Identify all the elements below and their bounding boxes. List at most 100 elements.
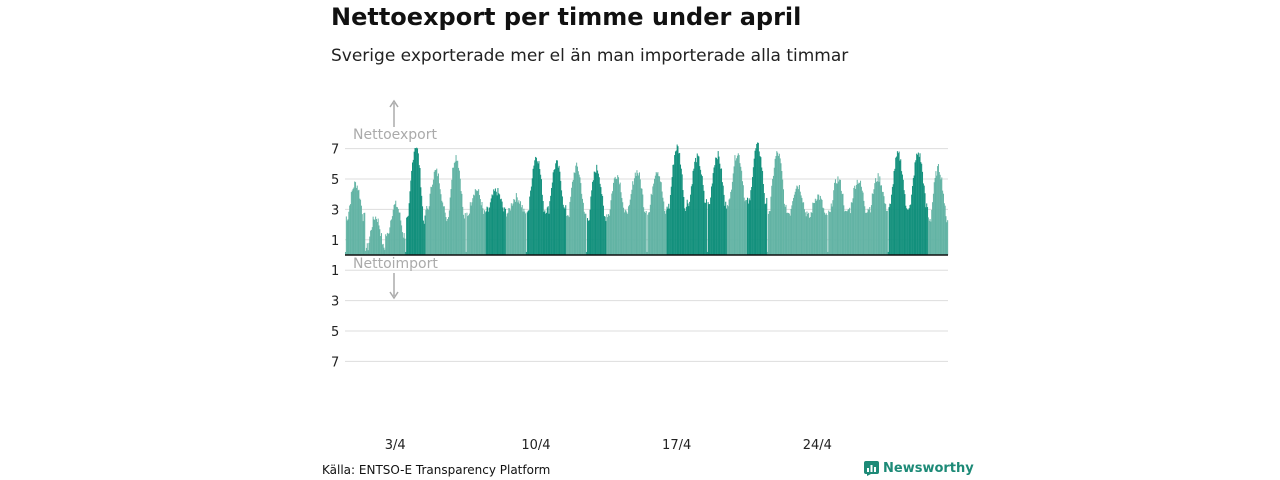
x-tick-label: 24/4 [803, 438, 832, 453]
hour-bar [383, 247, 385, 255]
hour-bar [588, 220, 590, 255]
hour-bar [938, 172, 940, 255]
hour-bar [635, 175, 637, 255]
hour-bar [706, 251, 708, 255]
hour-bar [491, 194, 493, 255]
hour-bar [732, 173, 734, 255]
hour-bar [819, 195, 821, 255]
y-tick-label: 3 [331, 203, 339, 218]
hour-bar [872, 193, 874, 255]
hour-bar [451, 179, 453, 255]
hour-bar [784, 206, 786, 255]
hour-bar [422, 220, 424, 255]
hour-bar [386, 236, 388, 255]
hour-bar [914, 162, 916, 255]
hour-bar [885, 204, 887, 255]
hour-bar [840, 190, 842, 255]
hour-bar [927, 217, 929, 255]
hour-bar [758, 151, 760, 255]
hour-bar [749, 200, 751, 255]
hour-bar [680, 168, 682, 255]
hour-bar [763, 193, 765, 255]
hour-bar [936, 175, 938, 255]
hour-bar [548, 213, 550, 255]
hour-bar [493, 189, 495, 255]
hour-bar [777, 152, 779, 255]
hour-bar [647, 214, 649, 255]
hour-bar [515, 201, 516, 255]
hour-bar [562, 204, 564, 255]
hour-bar [682, 190, 684, 255]
hour-bar [832, 200, 834, 255]
hour-bar [492, 195, 494, 255]
hour-bar [504, 208, 506, 255]
hour-bar [398, 212, 400, 255]
hour-bar [641, 188, 643, 255]
hour-bar [540, 174, 542, 255]
hour-bar [432, 184, 434, 255]
hour-bar [767, 251, 769, 255]
hour-bar [925, 207, 927, 255]
hour-bar [573, 172, 575, 255]
hour-bar [575, 165, 577, 255]
hour-bar [434, 170, 436, 255]
hour-bar [681, 174, 683, 255]
hour-bar [860, 180, 862, 255]
hour-bar [715, 157, 717, 255]
hour-bar [477, 190, 479, 255]
hour-bar [437, 176, 439, 255]
hour-bar [618, 177, 620, 255]
hour-bar [585, 213, 587, 255]
brand-logo[interactable]: Newsworthy [864, 461, 974, 476]
hour-bar [843, 205, 845, 255]
hour-bar [638, 175, 640, 255]
hour-bar [779, 158, 781, 255]
hour-bar [870, 205, 872, 255]
hour-bar [463, 214, 465, 255]
hour-bar [922, 183, 924, 255]
hour-bar [799, 191, 801, 255]
hour-bar [867, 208, 869, 255]
hour-bar [824, 214, 826, 255]
hour-bar [489, 202, 491, 255]
hour-bar [737, 153, 739, 255]
hour-bar [937, 166, 939, 255]
hour-bar [431, 187, 433, 255]
hour-bar [693, 168, 695, 255]
hour-bar [935, 171, 937, 255]
hour-bar [900, 159, 902, 255]
hour-bar [762, 184, 764, 255]
hour-bar [655, 172, 657, 255]
hour-bar [602, 196, 604, 255]
hour-bar [558, 165, 560, 255]
hour-bar [597, 170, 599, 255]
y-tick-label: 3 [331, 295, 339, 310]
hour-bar [860, 186, 862, 255]
hour-bar [823, 208, 825, 255]
hour-bar [407, 215, 409, 255]
hour-bar [637, 173, 639, 255]
hour-bar [497, 188, 499, 255]
hour-bar [516, 197, 518, 255]
hour-bar [618, 184, 620, 255]
hour-bar [614, 176, 616, 255]
hour-bar [425, 209, 427, 255]
hour-bar [526, 212, 528, 255]
hour-bar [802, 202, 804, 255]
hour-bar [909, 205, 911, 255]
hour-bar [382, 243, 384, 255]
hour-bar [726, 208, 728, 255]
hour-bar [587, 220, 589, 255]
hour-bar [346, 220, 348, 255]
hour-bar [780, 163, 782, 255]
hour-bar [795, 188, 797, 255]
hour-bar [747, 197, 748, 255]
hour-bar [731, 189, 733, 255]
hour-bar [490, 198, 492, 255]
hour-bar [805, 216, 807, 255]
hour-bar [512, 203, 514, 255]
hour-bar [684, 208, 686, 255]
hour-bar [654, 178, 656, 255]
hour-bar [857, 183, 859, 255]
hour-bar [438, 183, 440, 255]
